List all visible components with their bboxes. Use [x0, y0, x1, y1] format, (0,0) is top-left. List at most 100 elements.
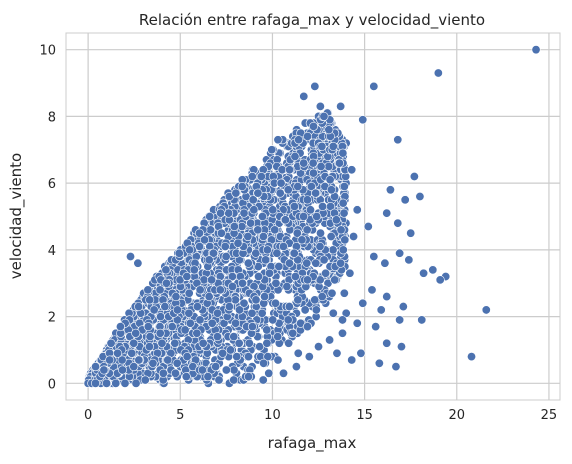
scatter-point: [229, 222, 239, 232]
scatter-point: [315, 101, 325, 111]
scatter-point: [317, 141, 327, 151]
scatter-point: [395, 315, 405, 325]
scatter-point: [302, 195, 312, 205]
y-tick-label: 4: [48, 244, 56, 259]
scatter-point: [133, 258, 143, 268]
scatter-point: [435, 275, 445, 285]
scatter-point: [299, 212, 309, 222]
scatter-point: [428, 265, 438, 275]
scatter-point: [229, 375, 239, 385]
scatter-point: [106, 338, 116, 348]
scatter-point: [156, 312, 166, 322]
scatter-point: [258, 232, 268, 242]
scatter-point: [328, 308, 338, 318]
scatter-point: [237, 278, 247, 288]
scatter-point: [356, 348, 366, 358]
scatter-point: [393, 135, 403, 145]
scatter-point: [195, 242, 205, 252]
scatter-point: [398, 302, 408, 312]
scatter-point: [391, 362, 401, 372]
scatter-point: [294, 135, 304, 145]
scatter-point: [221, 252, 231, 262]
scatter-point: [299, 158, 309, 168]
scatter-point: [171, 292, 181, 302]
scatter-point: [90, 378, 100, 388]
scatter-point: [352, 318, 362, 328]
scatter-point: [172, 305, 182, 315]
scatter-point: [326, 185, 336, 195]
scatter-point: [194, 228, 204, 238]
scatter-point: [180, 325, 190, 335]
y-axis-label: velocidad_viento: [7, 153, 26, 279]
scatter-point: [117, 355, 127, 365]
scatter-point: [385, 185, 395, 195]
scatter-point: [189, 265, 199, 275]
scatter-point: [155, 328, 165, 338]
scatter-point: [417, 315, 427, 325]
x-tick-label: 20: [449, 408, 466, 423]
scatter-point: [262, 245, 272, 255]
scatter-point: [317, 292, 327, 302]
scatter-point: [311, 258, 321, 268]
scatter-point: [289, 248, 299, 258]
scatter-point: [182, 352, 192, 362]
scatter-point: [262, 325, 272, 335]
scatter-point: [195, 285, 205, 295]
scatter-point: [340, 235, 350, 245]
scatter-point: [347, 165, 357, 175]
scatter-point: [205, 225, 215, 235]
scatter-point: [192, 302, 202, 312]
scatter-point: [143, 322, 153, 332]
scatter-point: [198, 338, 208, 348]
scatter-point: [363, 222, 373, 232]
scatter-point: [277, 165, 287, 175]
scatter-point: [229, 332, 239, 342]
y-tick-label: 8: [48, 110, 56, 125]
scatter-point: [174, 248, 184, 258]
scatter-point: [345, 268, 355, 278]
scatter-point: [185, 318, 195, 328]
scatter-point: [244, 338, 254, 348]
scatter-point: [367, 285, 377, 295]
scatter-point: [275, 188, 285, 198]
scatter-point: [127, 348, 137, 358]
scatter-point: [237, 222, 247, 232]
scatter-point: [278, 242, 288, 252]
scatter-point: [352, 205, 362, 215]
scatter-point: [195, 315, 205, 325]
scatter-point: [338, 198, 348, 208]
scatter-point: [318, 201, 328, 211]
scatter-point: [293, 295, 303, 305]
scatter-point: [216, 228, 226, 238]
scatter-point: [325, 335, 335, 345]
scatter-point: [328, 141, 338, 151]
scatter-point: [481, 305, 491, 315]
scatter-point: [406, 228, 416, 238]
scatter-point: [181, 372, 191, 382]
scatter-point: [273, 135, 283, 145]
scatter-point: [283, 185, 293, 195]
scatter-point: [263, 352, 273, 362]
scatter-point: [327, 288, 337, 298]
scatter-point: [262, 338, 272, 348]
scatter-point: [332, 348, 342, 358]
scatter-point: [338, 148, 348, 158]
scatter-point: [143, 285, 153, 295]
scatter-point: [170, 368, 180, 378]
scatter-point: [260, 292, 270, 302]
scatter-point: [265, 268, 275, 278]
scatter-point: [91, 362, 101, 372]
scatter-point: [288, 328, 298, 338]
scatter-point: [148, 358, 158, 368]
scatter-point: [283, 315, 293, 325]
scatter-point: [290, 151, 300, 161]
scatter-point: [251, 295, 261, 305]
chart-title: Relación entre rafaga_max y velocidad_vi…: [139, 11, 485, 30]
scatter-point: [289, 201, 299, 211]
scatter-point: [204, 255, 214, 265]
scatter-point: [161, 278, 171, 288]
scatter-point: [331, 215, 341, 225]
scatter-point: [212, 332, 222, 342]
scatter-point: [214, 375, 224, 385]
